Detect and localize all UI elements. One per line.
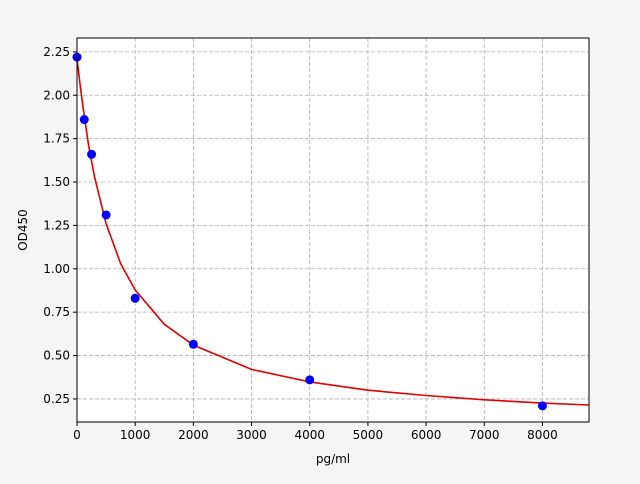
x-axis-label: pg/ml bbox=[316, 452, 350, 466]
data-point bbox=[79, 115, 89, 125]
x-tick-label: 4000 bbox=[294, 428, 325, 442]
x-tick-label: 3000 bbox=[236, 428, 267, 442]
y-tick-label: 0.75 bbox=[43, 305, 70, 319]
y-tick-label: 0.25 bbox=[43, 392, 70, 406]
x-tick-label: 8000 bbox=[527, 428, 558, 442]
y-axis-label: OD450 bbox=[16, 209, 30, 251]
y-tick-label: 1.25 bbox=[43, 218, 70, 232]
y-tick-label: 1.00 bbox=[43, 262, 70, 276]
data-point bbox=[305, 375, 315, 385]
y-tick-label: 2.25 bbox=[43, 45, 70, 59]
plot-area bbox=[77, 38, 589, 422]
x-tick-label: 1000 bbox=[120, 428, 151, 442]
data-point bbox=[87, 149, 97, 159]
fit-curve-group bbox=[76, 58, 590, 406]
ticks: 0 1000 2000 3000 4000 5000 6000 7000 8000 0.25 0.5… bbox=[43, 45, 557, 442]
data-point bbox=[130, 293, 140, 303]
y-tick-label: 2.00 bbox=[43, 88, 70, 102]
y-tick-label: 0.50 bbox=[43, 349, 70, 363]
fit-curve bbox=[76, 58, 590, 406]
y-tick-label: 1.75 bbox=[43, 132, 70, 146]
data-point bbox=[188, 339, 198, 349]
x-tick-label: 7000 bbox=[469, 428, 500, 442]
data-point bbox=[101, 210, 111, 220]
grid bbox=[76, 38, 589, 422]
data-points bbox=[72, 52, 547, 411]
x-tick-label: 6000 bbox=[411, 428, 442, 442]
plot-frame bbox=[76, 37, 590, 423]
x-tick-label: 2000 bbox=[178, 428, 209, 442]
data-point bbox=[537, 401, 547, 411]
x-tick-label: 5000 bbox=[353, 428, 384, 442]
x-tick-label: 0 bbox=[73, 428, 81, 442]
y-tick-label: 1.50 bbox=[43, 175, 70, 189]
